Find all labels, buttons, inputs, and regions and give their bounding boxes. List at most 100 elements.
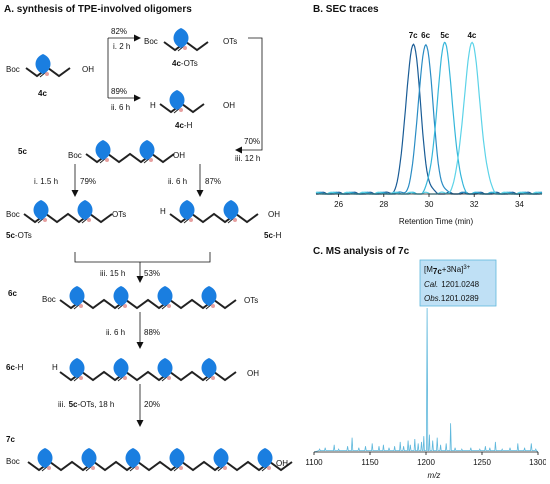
- tpe-unit-icon: [139, 140, 155, 160]
- sec-tick-label: 28: [379, 200, 388, 209]
- sec-trace-5c: [315, 41, 543, 195]
- sec-tick-label: 34: [515, 200, 524, 209]
- compound-5c: 5c: [18, 147, 27, 156]
- boc-label-6c: Boc: [42, 295, 56, 304]
- sec-label-4c: 4c: [467, 31, 476, 40]
- ms-annotation-box: [M7c+3Na]3+ Cal. 1201.0248 Obs.1201.0289: [419, 259, 497, 307]
- molecule-5c-ots: [23, 200, 113, 224]
- tpe-unit-icon: [95, 140, 111, 160]
- ots-label-5c-ots: OTs: [112, 210, 126, 219]
- step4-conditions: i. 1.5 h: [34, 177, 58, 186]
- step3-yield: 70%: [244, 137, 260, 146]
- ms-observed-mass: Obs.1201.0289: [424, 294, 479, 303]
- panel-c-title: C. MS analysis of 7c: [313, 246, 410, 257]
- compound-7c: 7c: [6, 435, 15, 444]
- tpe-unit-icon: [169, 90, 185, 110]
- tpe-unit-icon: [69, 358, 85, 378]
- step6-yield: 53%: [144, 269, 160, 278]
- molecule-7c: [27, 448, 293, 472]
- sec-x-axis-label: Retention Time (min): [399, 217, 474, 226]
- tpe-unit-icon: [157, 358, 173, 378]
- boc-label-5c: Boc: [68, 151, 82, 160]
- sec-series-group: [315, 41, 543, 195]
- ms-x-axis: 1100 1150 1200 1250 1300: [306, 451, 546, 467]
- compound-5c-ots: 5c-OTs: [6, 231, 32, 240]
- sec-label-7c: 7c: [409, 31, 418, 40]
- tpe-unit-icon: [157, 286, 173, 306]
- sec-label-5c: 5c: [440, 31, 449, 40]
- ms-x-axis-label: m/z: [428, 471, 441, 480]
- ms-tick-label: 1200: [417, 458, 435, 467]
- sec-tick-label: 26: [334, 200, 343, 209]
- step2-conditions: ii. 6 h: [111, 103, 130, 112]
- compound-5c-h: 5c-H: [264, 231, 282, 240]
- reaction-arrows: [71, 34, 263, 427]
- compound-4c-h: 4c-H: [175, 121, 193, 130]
- tpe-unit-icon: [37, 448, 53, 468]
- molecule-5c: [85, 140, 175, 164]
- oh-label-4c-h: OH: [223, 101, 235, 110]
- ots-label-6c: OTs: [244, 296, 258, 305]
- step5-conditions: ii. 6 h: [168, 177, 187, 186]
- sec-tick-label: 32: [470, 200, 479, 209]
- step5-yield: 87%: [205, 177, 221, 186]
- boc-label-5c-ots: Boc: [6, 210, 20, 219]
- ms-calculated-mass: Cal. 1201.0248: [424, 280, 480, 289]
- boc-label-7c: Boc: [6, 457, 20, 466]
- step1-conditions: i. 2 h: [113, 42, 130, 51]
- step1-yield: 82%: [111, 27, 127, 36]
- compound-4c: 4c: [38, 89, 47, 98]
- ms-spectrum-line: [313, 307, 539, 453]
- step2-yield: 89%: [111, 87, 127, 96]
- compound-6c: 6c: [8, 289, 17, 298]
- tpe-unit-icon: [125, 448, 141, 468]
- molecule-4c: [25, 54, 71, 78]
- tpe-unit-icon: [33, 200, 49, 220]
- compound-4c-ots: 4c-OTs: [172, 59, 198, 68]
- oh-label-7c: OH: [276, 459, 288, 468]
- tpe-unit-icon: [69, 286, 85, 306]
- tpe-unit-icon: [113, 358, 129, 378]
- compound-6c-h: 6c-H: [6, 363, 24, 372]
- tpe-unit-icon: [81, 448, 97, 468]
- molecule-drawings: [23, 28, 293, 472]
- step4-yield: 79%: [80, 177, 96, 186]
- tpe-unit-icon: [35, 54, 51, 74]
- molecule-5c-h: [169, 200, 259, 224]
- sec-label-6c: 6c: [421, 31, 430, 40]
- ms-tick-label: 1150: [361, 458, 379, 467]
- boc-label-4c-ots: Boc: [144, 37, 158, 46]
- oh-label-5c: OH: [173, 151, 185, 160]
- tpe-unit-icon: [169, 448, 185, 468]
- step3-conditions: iii. 12 h: [235, 154, 260, 163]
- h-label-5c-h: H: [160, 207, 166, 216]
- tpe-unit-icon: [257, 448, 273, 468]
- tpe-unit-icon: [113, 286, 129, 306]
- step6-conditions: iii. 15 h: [100, 269, 125, 278]
- tpe-unit-icon: [179, 200, 195, 220]
- ms-tick-label: 1100: [306, 458, 323, 467]
- ms-chart: 1100 1150 1200 1250 1300 m/z [M7c+3Na]3+ Cal…: [306, 259, 546, 480]
- molecule-4c-h: [159, 90, 205, 114]
- sec-chart: 26 28 30 32 34 7c 6c 5c 4c Retention Time (min): [315, 31, 543, 226]
- tpe-unit-icon: [201, 358, 217, 378]
- tpe-unit-icon: [223, 200, 239, 220]
- ms-tick-label: 1250: [473, 458, 491, 467]
- oh-label-5c-h: OH: [268, 210, 280, 219]
- tpe-unit-icon: [213, 448, 229, 468]
- h-label-4c-h: H: [150, 101, 156, 110]
- step8-conditions: iii. 5c-OTs, 18 h: [58, 400, 114, 409]
- molecule-4c-ots: [163, 28, 209, 52]
- tpe-unit-icon: [173, 28, 189, 48]
- ms-ion-label: [M7c+3Na]3+: [424, 265, 471, 276]
- molecule-6c-h: [59, 358, 237, 382]
- step7-conditions: ii. 6 h: [106, 328, 125, 337]
- tpe-unit-icon: [201, 286, 217, 306]
- sec-series-labels: 7c 6c 5c 4c: [409, 31, 477, 40]
- oh-label-4c: OH: [82, 65, 94, 74]
- panel-b-title: B. SEC traces: [313, 4, 379, 15]
- boc-label-4c: Boc: [6, 65, 20, 74]
- ots-label-4c-ots: OTs: [223, 37, 237, 46]
- sec-x-axis: 26 28 30 32 34: [316, 193, 542, 209]
- tpe-unit-icon: [77, 200, 93, 220]
